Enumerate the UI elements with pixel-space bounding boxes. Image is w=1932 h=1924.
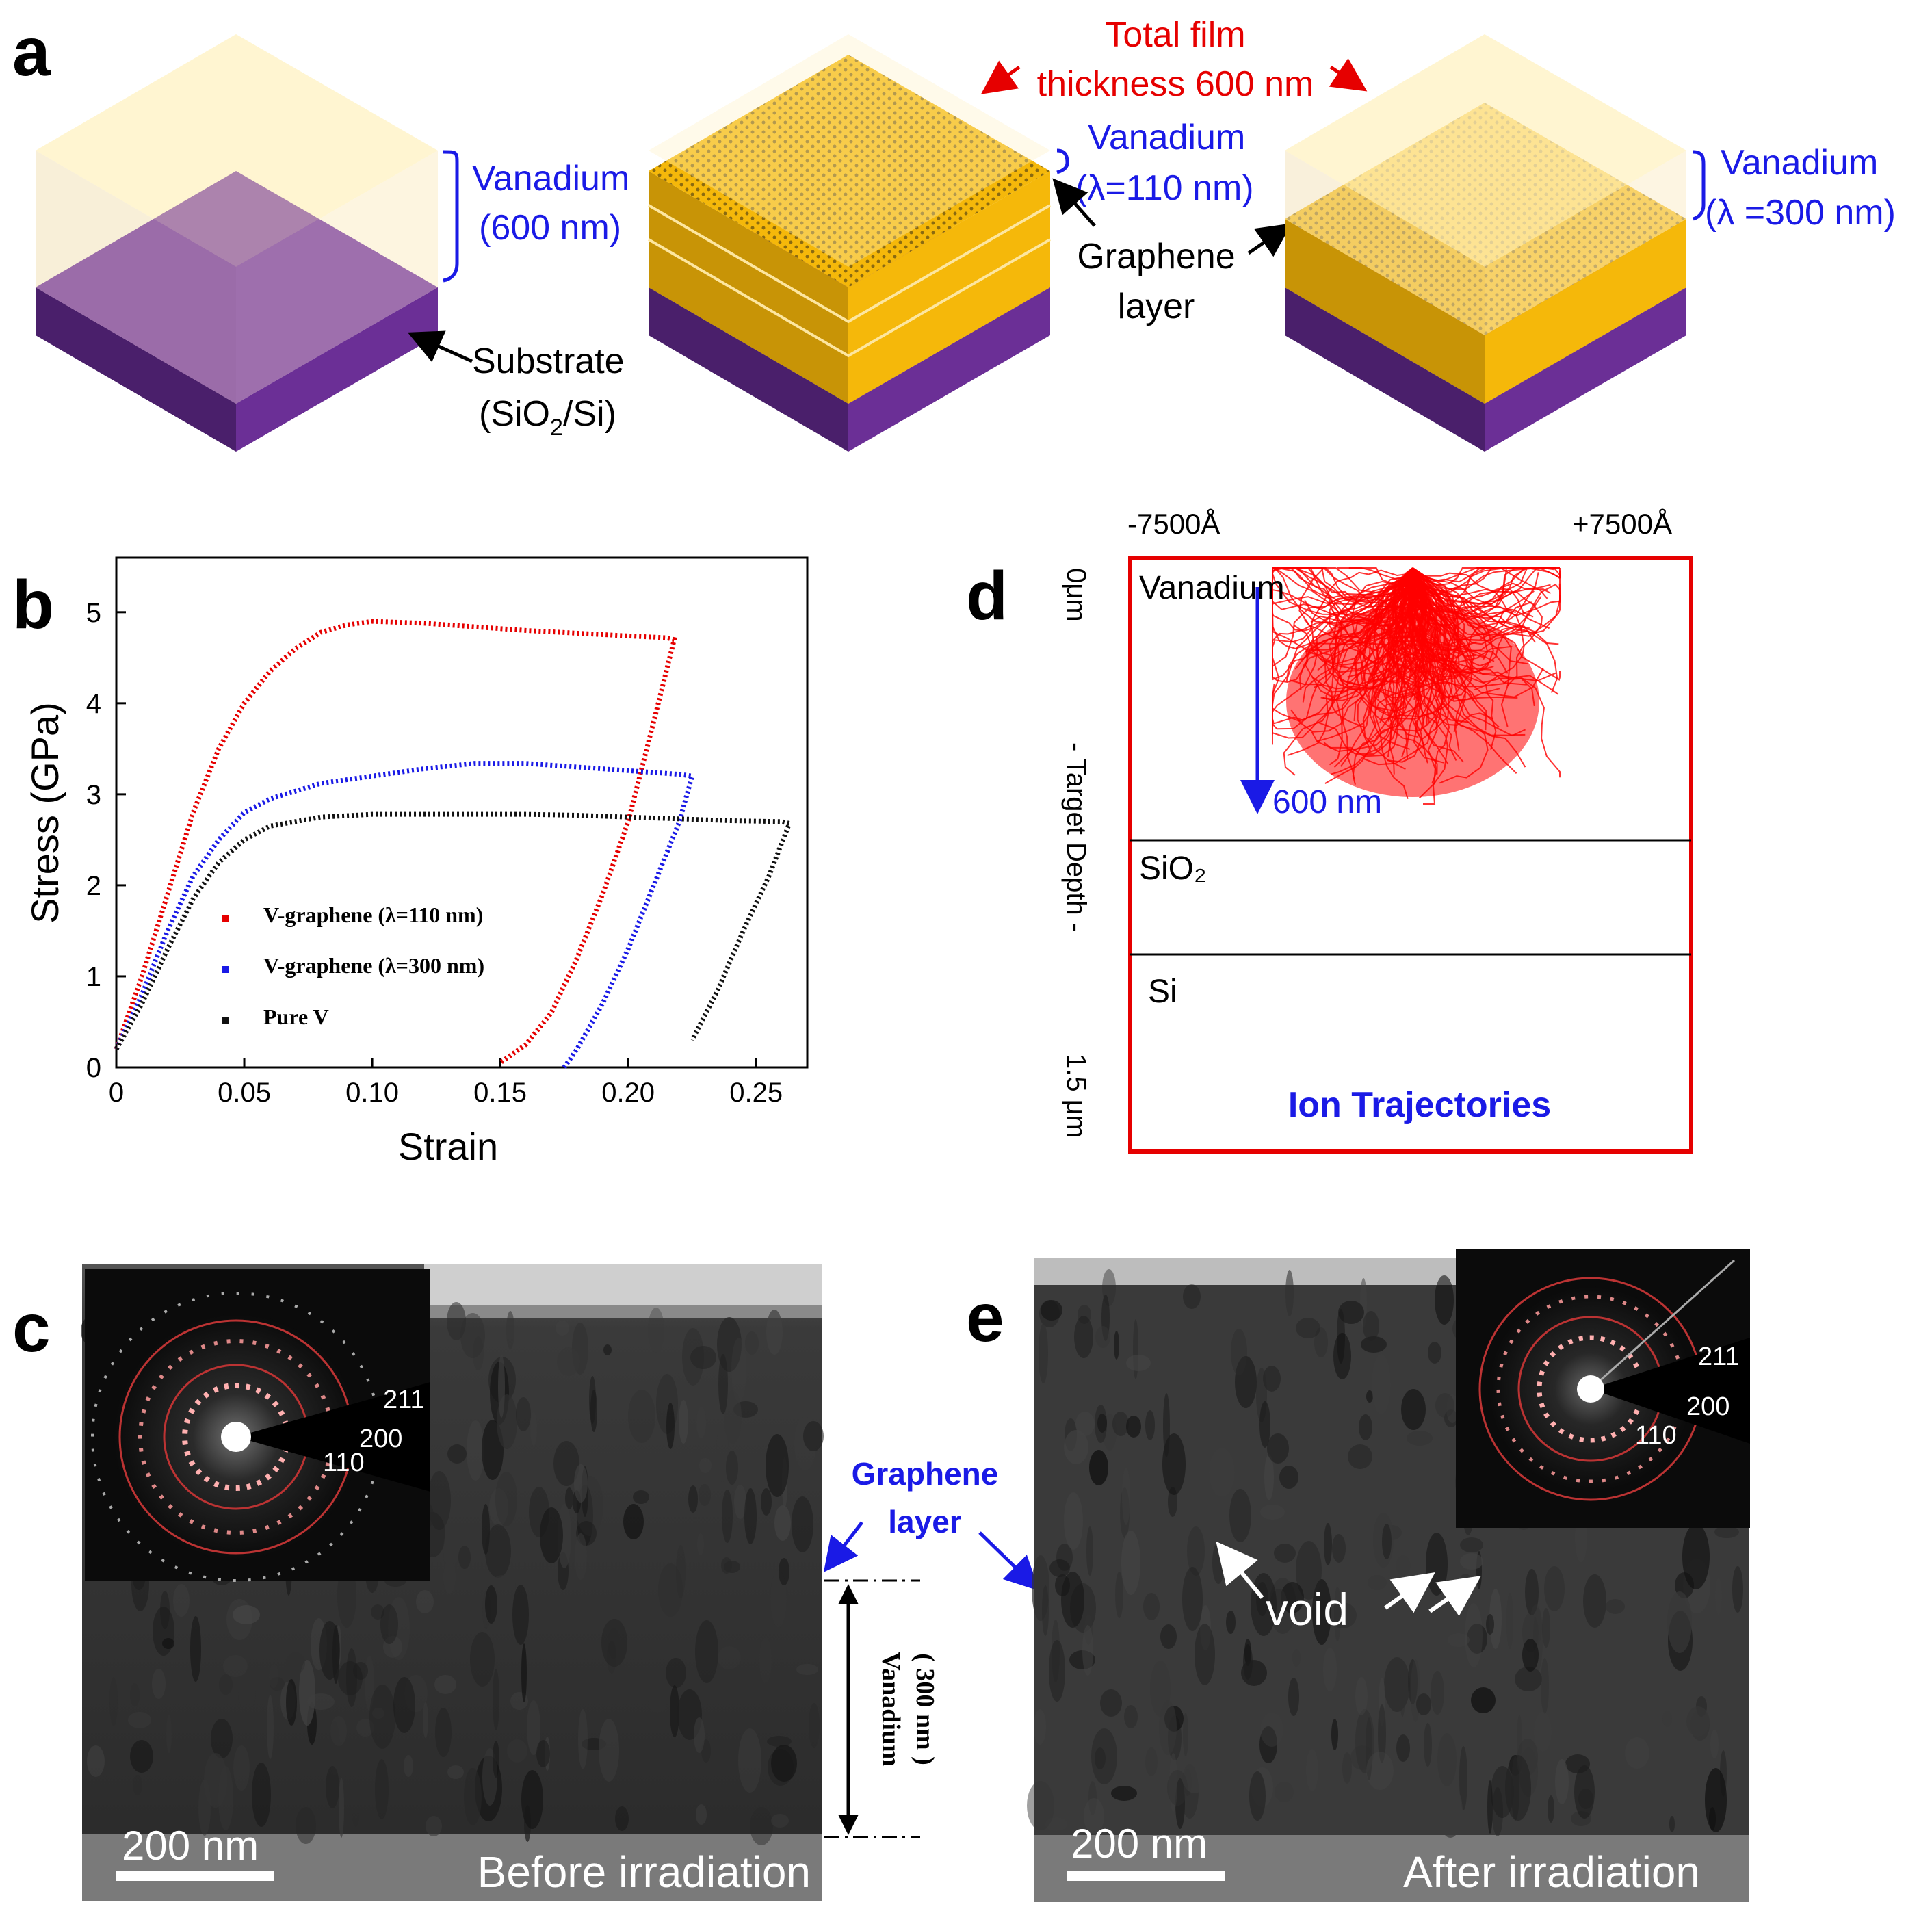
legend-marker-3 [222, 1017, 229, 1024]
scale-label-before: 200 nm [122, 1823, 259, 1869]
ring-200-before: 200 [359, 1425, 402, 1453]
chart-frame [115, 556, 809, 1069]
mid-vanadium-lambda: (λ=110 nm) [1075, 168, 1254, 208]
thickness-arrow-left [980, 60, 1021, 94]
range-left: -7500Å [1127, 508, 1220, 540]
series-line-3 [114, 811, 793, 1051]
y-tick-label: 1 [86, 962, 101, 992]
mid-vanadium-brace [1056, 148, 1069, 174]
panel-label-d: d [966, 558, 1008, 634]
substrate-composition: (SiO2/Si) [479, 394, 616, 441]
substrate-label: Substrate [472, 341, 625, 381]
graphene-layer-middle-label: Graphene [852, 1456, 999, 1492]
scale-label-after: 200 nm [1071, 1821, 1208, 1867]
y-tick-label: 4 [86, 689, 101, 719]
legend-label-1: V-graphene (λ=110 nm) [263, 902, 483, 927]
void-label: void [1266, 1584, 1348, 1635]
y-tick-label: 2 [86, 871, 101, 901]
thickness-arrow-up [838, 1584, 859, 1604]
right-vanadium-lambda: (λ =300 nm) [1705, 193, 1896, 233]
total-thickness-line2: thickness 600 nm [1037, 64, 1314, 104]
x-tick-label: 0.25 [729, 1078, 783, 1108]
panel-label-c: c [12, 1290, 51, 1366]
ion-trajectories-caption: Ion Trajectories [1288, 1085, 1551, 1125]
ring-211-after: 211 [1698, 1342, 1740, 1371]
y-tick-label: 0 [86, 1053, 101, 1083]
void-arrow-2 [1384, 1572, 1435, 1613]
v-graphene-300-block [1285, 34, 1686, 452]
y-tick-label: 5 [86, 598, 101, 628]
ring-110-after: 110 [1635, 1421, 1677, 1450]
vanadium-vertical-label: Vanadium [876, 1652, 905, 1767]
depth-axis-bottom: 1.5 μm [1061, 1054, 1091, 1138]
ring-200-after: 200 [1686, 1392, 1729, 1421]
graphene-arrow-after [978, 1531, 1040, 1591]
layer-sio2: SiO₂ [1139, 850, 1207, 887]
graphene-layer-middle-label-2: layer [888, 1504, 962, 1539]
ring-110-before: 110 [323, 1448, 365, 1477]
layer-si: Si [1148, 974, 1177, 1010]
depth-axis-top: 0μm [1061, 568, 1091, 622]
legend-label-3: Pure V [263, 1004, 329, 1029]
x-tick-label: 0 [109, 1078, 124, 1108]
x-tick-label: 0.10 [345, 1078, 399, 1108]
v-graphene-110-block [647, 34, 1051, 452]
y-tick-label: 3 [86, 780, 101, 810]
x-tick-label: 0.20 [601, 1078, 655, 1108]
graphene-layer-label: Graphene [1077, 237, 1235, 276]
graphene-arrow-before [823, 1521, 863, 1572]
mid-vanadium-label: Vanadium [1088, 118, 1245, 157]
x-axis-label: Strain [398, 1125, 498, 1168]
right-vanadium-brace [1693, 150, 1706, 221]
legend-label-2: V-graphene (λ=300 nm) [263, 953, 484, 978]
ion-trajectory-cloud [1272, 567, 1561, 805]
right-vanadium-label: Vanadium [1721, 143, 1878, 183]
void-arrow-1 [1216, 1541, 1264, 1599]
total-thickness-line1: Total film [1105, 15, 1245, 55]
x-tick-label: 0.15 [473, 1078, 527, 1108]
before-irradiation-caption: Before irradiation [478, 1847, 811, 1897]
vanadium-vertical-thickness: ( 300 nm ) [911, 1653, 939, 1765]
thickness-arrow-right [1329, 58, 1368, 92]
legend-marker-1 [222, 915, 229, 922]
thickness-arrow-down [838, 1815, 859, 1835]
sad-pattern-before [85, 1269, 430, 1582]
panel-label-a: a [12, 14, 51, 90]
substrate-arrow [407, 330, 473, 363]
graphene-layer-label-2: layer [1118, 287, 1195, 326]
series-line-1 [114, 619, 677, 1065]
layer-vanadium: Vanadium [1139, 570, 1285, 606]
ring-211-before: 211 [383, 1386, 425, 1414]
panel-label-e: e [966, 1279, 1004, 1356]
range-right: +7500Å [1572, 508, 1672, 540]
series-line-2 [114, 761, 696, 1069]
stress-strain-chart: 0 0.05 0.10 0.15 0.20 0.25 0 1 2 3 4 5 Strain Stres… [23, 556, 809, 1168]
x-tick-label: 0.05 [218, 1078, 271, 1108]
panel-label-b: b [12, 567, 54, 643]
depth-600nm-label: 600 nm [1272, 784, 1382, 820]
pure-vanadium-block [36, 34, 438, 452]
sad-pattern-after [1456, 1249, 1750, 1528]
after-irradiation-caption: After irradiation [1403, 1847, 1700, 1897]
legend-marker-2 [222, 966, 229, 973]
void-arrow-3 [1428, 1576, 1481, 1616]
left-vanadium-label: Vanadium [472, 159, 629, 198]
graphene-arrow-mid [1052, 178, 1096, 227]
y-axis-label: Stress (GPa) [23, 702, 66, 924]
graphene-arrow-right [1247, 223, 1292, 257]
left-vanadium-brace [443, 150, 459, 283]
depth-axis-title: - Target Depth - [1061, 742, 1091, 932]
left-vanadium-thickness: (600 nm) [479, 208, 621, 248]
